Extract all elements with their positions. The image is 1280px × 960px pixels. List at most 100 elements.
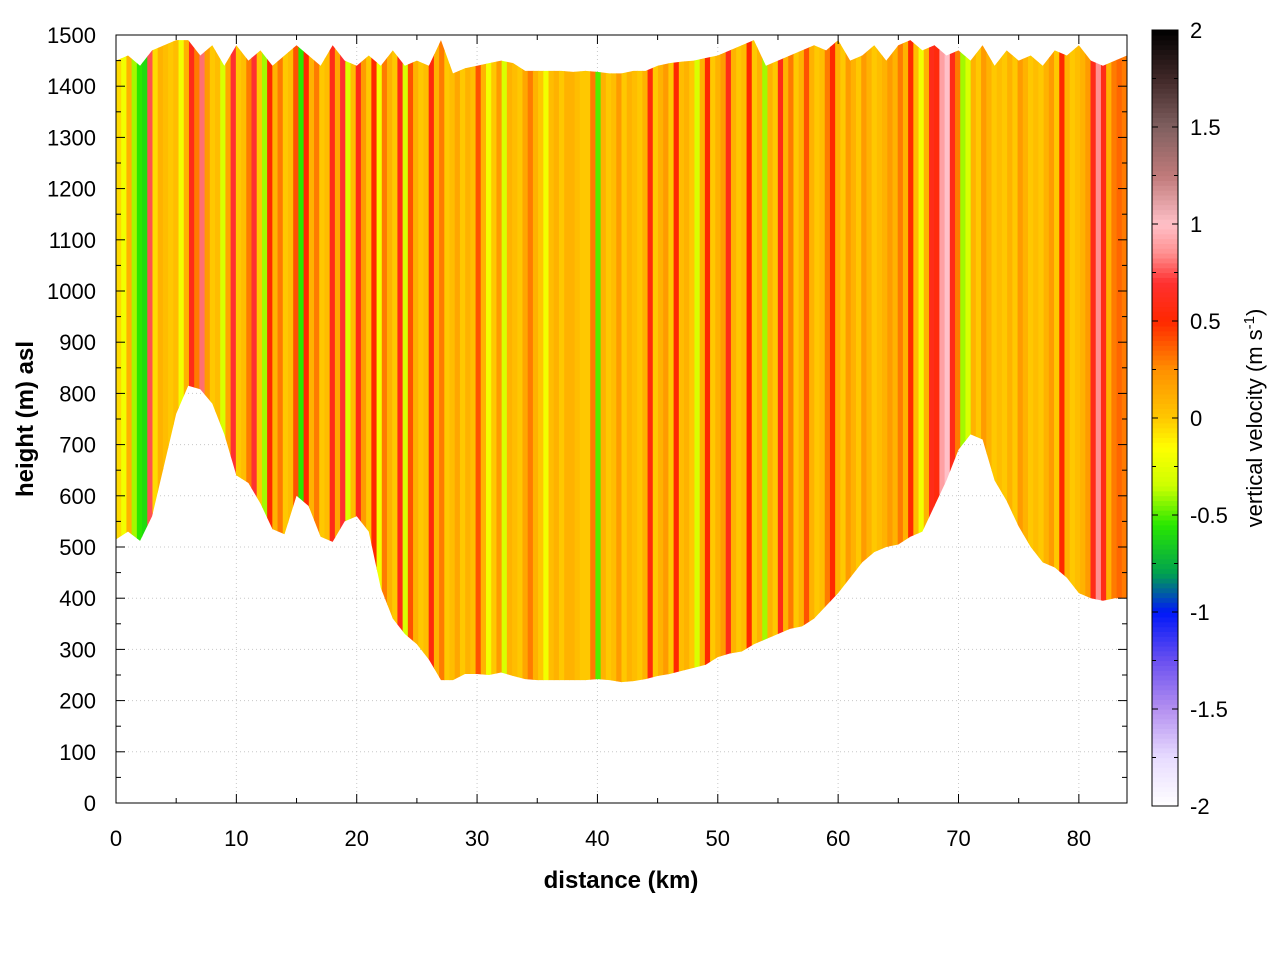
velocity-column (788, 40, 795, 683)
velocity-column (652, 40, 659, 683)
y-tick-label: 400 (59, 586, 96, 611)
velocity-column (272, 40, 279, 683)
velocity-column (1059, 40, 1066, 683)
colorbar-step (1152, 350, 1178, 356)
velocity-column (230, 40, 237, 683)
velocity-column (220, 40, 227, 683)
y-tick-label: 1100 (49, 228, 96, 253)
velocity-column (694, 40, 701, 683)
velocity-column (465, 40, 471, 683)
velocity-column (449, 40, 456, 683)
velocity-column (934, 40, 940, 683)
colorbar-step (1152, 379, 1178, 385)
velocity-column (147, 40, 154, 683)
y-tick-label: 700 (59, 433, 96, 458)
velocity-column (1033, 40, 1040, 683)
velocity-column (689, 40, 696, 683)
colorbar-step (1152, 529, 1178, 535)
velocity-column (829, 40, 836, 683)
velocity-column (996, 40, 1003, 683)
colorbar-step (1152, 209, 1178, 215)
colorbar-step (1152, 219, 1178, 225)
velocity-column (569, 40, 576, 683)
colorbar-step (1152, 437, 1178, 443)
velocity-column (621, 40, 628, 683)
velocity-column (1054, 40, 1060, 683)
velocity-column (809, 40, 815, 683)
colorbar-step (1152, 238, 1178, 244)
y-tick-label: 1300 (47, 125, 96, 150)
velocity-column (1090, 40, 1097, 683)
colorbar-step (1152, 257, 1178, 264)
colorbar-step (1152, 602, 1178, 608)
velocity-column (131, 40, 138, 683)
colorbar-step (1152, 335, 1178, 341)
velocity-column (803, 40, 810, 683)
colorbar-step (1152, 534, 1178, 540)
colorbar-step (1152, 170, 1178, 177)
colorbar-step (1152, 544, 1178, 550)
colorbar-step (1152, 190, 1178, 196)
colorbar-label-tail: ) (1242, 309, 1267, 316)
y-tick-label: 100 (59, 740, 96, 765)
velocity-column (386, 40, 393, 683)
velocity-column (209, 40, 216, 683)
colorbar-step (1152, 359, 1178, 366)
velocity-column (600, 40, 607, 683)
velocity-column (173, 40, 180, 683)
velocity-column (944, 40, 951, 683)
colorbar-gradient (1152, 30, 1178, 807)
velocity-column (845, 40, 852, 683)
velocity-column (595, 40, 602, 683)
colorbar-tick-label: 1 (1190, 212, 1202, 237)
velocity-column (366, 40, 372, 683)
colorbar-step (1152, 548, 1178, 555)
colorbar-step (1152, 340, 1178, 346)
colorbar-step (1152, 78, 1178, 84)
x-axis: 0 10 20 30 40 50 60 70 80 (110, 35, 1091, 851)
colorbar-tick-label: -1 (1190, 600, 1210, 625)
colorbar-step (1152, 364, 1178, 371)
colorbar-step (1152, 742, 1178, 749)
velocity-column (892, 40, 899, 683)
velocity-column (923, 40, 930, 683)
velocity-column (277, 40, 284, 683)
colorbar-step (1152, 776, 1178, 783)
velocity-column (418, 40, 425, 683)
y-tick-label: 1000 (47, 279, 96, 304)
velocity-column (856, 40, 862, 683)
velocity-column (116, 40, 122, 683)
velocity-column (1111, 40, 1118, 683)
x-axis-label: distance (km) (544, 867, 699, 894)
y-tick-label: 800 (59, 381, 96, 406)
colorbar-step (1152, 718, 1178, 725)
colorbar-step (1152, 655, 1178, 662)
velocity-column (558, 40, 565, 683)
colorbar-step (1152, 63, 1178, 70)
velocity-column (902, 40, 909, 683)
colorbar-step (1152, 515, 1178, 521)
velocity-column (684, 40, 690, 683)
colorbar-step (1152, 723, 1178, 729)
velocity-column (772, 40, 779, 683)
velocity-column (955, 40, 961, 683)
velocity-column (459, 40, 466, 683)
colorbar-step (1152, 752, 1178, 759)
velocity-column (225, 40, 232, 683)
colorbar-step (1152, 93, 1178, 99)
velocity-column (188, 40, 195, 683)
x-tick-label: 80 (1067, 826, 1091, 851)
colorbar-step (1152, 485, 1178, 492)
velocity-column (673, 40, 680, 683)
colorbar-step (1152, 519, 1178, 526)
velocity-column (194, 40, 200, 683)
y-tick-label: 300 (59, 637, 96, 662)
velocity-column (908, 40, 914, 683)
y-tick-label: 200 (59, 689, 96, 714)
colorbar-step (1152, 592, 1178, 599)
velocity-column (1106, 40, 1112, 683)
velocity-column (986, 40, 993, 683)
velocity-column (126, 40, 133, 683)
velocity-column (798, 40, 805, 683)
